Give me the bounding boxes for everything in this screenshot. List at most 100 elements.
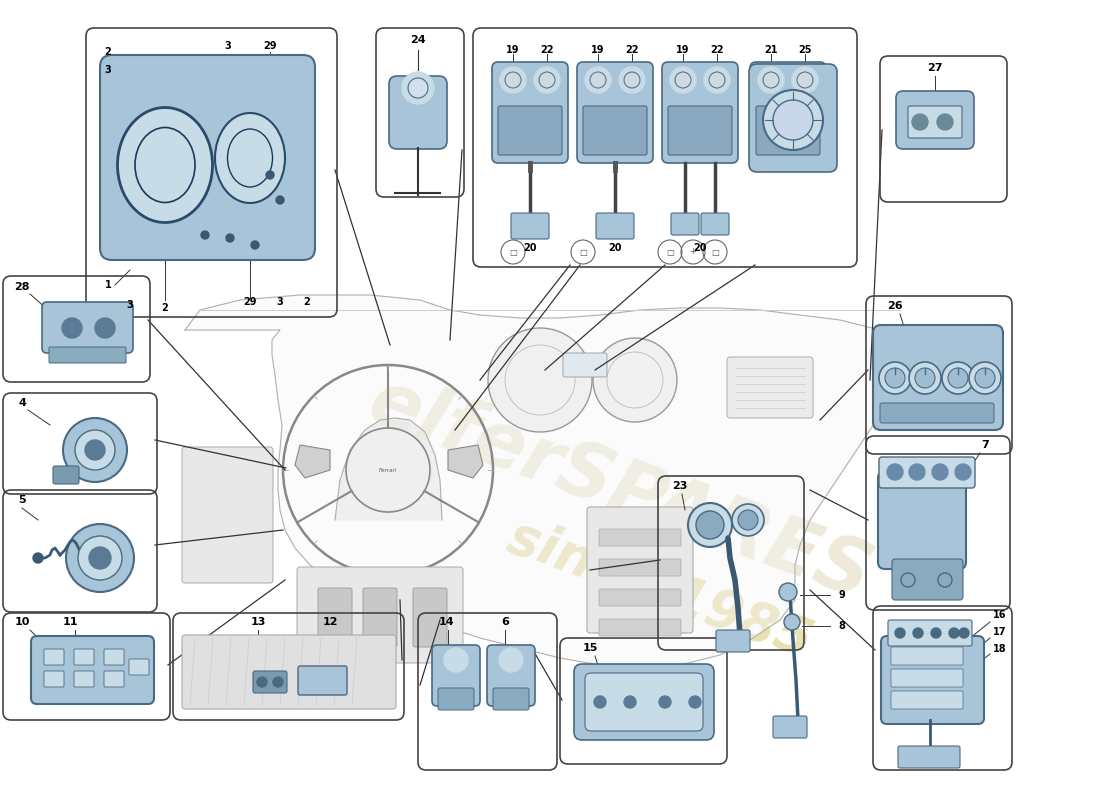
Circle shape	[402, 72, 434, 104]
FancyBboxPatch shape	[881, 636, 984, 724]
Circle shape	[738, 510, 758, 530]
FancyBboxPatch shape	[363, 588, 397, 647]
Circle shape	[63, 418, 126, 482]
Polygon shape	[336, 418, 442, 520]
Circle shape	[593, 338, 676, 422]
Circle shape	[444, 648, 468, 672]
Circle shape	[251, 241, 258, 249]
Ellipse shape	[214, 113, 285, 203]
Text: 11: 11	[63, 617, 78, 627]
FancyBboxPatch shape	[100, 55, 315, 260]
Circle shape	[763, 72, 779, 88]
Text: 22: 22	[540, 45, 553, 55]
FancyBboxPatch shape	[492, 62, 568, 163]
Text: 28: 28	[14, 282, 30, 292]
FancyBboxPatch shape	[873, 325, 1003, 430]
FancyBboxPatch shape	[42, 302, 133, 353]
FancyBboxPatch shape	[31, 636, 154, 704]
Circle shape	[915, 368, 935, 388]
Circle shape	[887, 464, 903, 480]
Text: 20: 20	[608, 243, 622, 253]
Text: 15: 15	[582, 643, 597, 653]
Text: 19: 19	[676, 45, 690, 55]
FancyBboxPatch shape	[512, 213, 549, 239]
FancyBboxPatch shape	[749, 64, 837, 172]
Text: 19: 19	[592, 45, 605, 55]
Text: 22: 22	[711, 45, 724, 55]
FancyBboxPatch shape	[298, 666, 346, 695]
FancyBboxPatch shape	[596, 213, 634, 239]
Text: 29: 29	[243, 297, 256, 307]
Circle shape	[732, 504, 764, 536]
FancyBboxPatch shape	[879, 457, 975, 488]
Circle shape	[784, 614, 800, 630]
Circle shape	[675, 72, 691, 88]
FancyBboxPatch shape	[585, 673, 703, 731]
Text: 3: 3	[104, 65, 111, 75]
FancyBboxPatch shape	[493, 688, 529, 710]
Circle shape	[226, 234, 234, 242]
Circle shape	[266, 171, 274, 179]
FancyBboxPatch shape	[878, 471, 966, 569]
FancyBboxPatch shape	[104, 671, 124, 687]
Text: 2: 2	[104, 47, 111, 57]
Text: since 1985: since 1985	[502, 511, 818, 669]
FancyBboxPatch shape	[74, 649, 94, 665]
Circle shape	[488, 328, 592, 432]
Text: 20: 20	[693, 243, 706, 253]
Circle shape	[913, 628, 923, 638]
Circle shape	[95, 318, 116, 338]
FancyBboxPatch shape	[587, 507, 693, 633]
FancyBboxPatch shape	[600, 529, 681, 546]
Circle shape	[779, 583, 798, 601]
FancyBboxPatch shape	[182, 635, 396, 709]
Circle shape	[931, 628, 940, 638]
FancyBboxPatch shape	[888, 620, 972, 646]
Text: 24: 24	[410, 35, 426, 45]
FancyBboxPatch shape	[756, 106, 820, 155]
FancyBboxPatch shape	[880, 403, 994, 423]
Text: 3: 3	[224, 41, 231, 51]
FancyBboxPatch shape	[892, 559, 962, 600]
Circle shape	[758, 67, 784, 93]
Circle shape	[798, 72, 813, 88]
Circle shape	[624, 72, 640, 88]
Circle shape	[534, 67, 560, 93]
FancyBboxPatch shape	[574, 664, 714, 740]
Text: 9: 9	[838, 590, 846, 600]
Polygon shape	[185, 295, 910, 668]
FancyBboxPatch shape	[908, 106, 962, 138]
Text: 23: 23	[672, 481, 688, 491]
Circle shape	[624, 696, 636, 708]
Text: Ferrari: Ferrari	[378, 467, 397, 473]
FancyBboxPatch shape	[716, 630, 750, 652]
FancyBboxPatch shape	[583, 106, 647, 155]
Text: elferSPARES: elferSPARES	[359, 365, 881, 615]
Text: □: □	[509, 247, 517, 257]
Circle shape	[659, 696, 671, 708]
FancyBboxPatch shape	[432, 645, 480, 706]
Circle shape	[969, 362, 1001, 394]
Circle shape	[75, 430, 116, 470]
Circle shape	[955, 464, 971, 480]
Text: □: □	[579, 247, 587, 257]
FancyBboxPatch shape	[412, 588, 447, 647]
Circle shape	[688, 503, 732, 547]
FancyBboxPatch shape	[898, 746, 960, 768]
Circle shape	[201, 231, 209, 239]
Text: 3: 3	[126, 300, 133, 310]
Text: 14: 14	[439, 617, 454, 627]
Circle shape	[773, 100, 813, 140]
FancyBboxPatch shape	[50, 347, 127, 363]
Circle shape	[78, 536, 122, 580]
Circle shape	[696, 511, 724, 539]
Circle shape	[909, 362, 940, 394]
FancyBboxPatch shape	[297, 567, 463, 663]
FancyBboxPatch shape	[182, 447, 273, 583]
Circle shape	[619, 67, 645, 93]
Polygon shape	[448, 445, 483, 478]
Circle shape	[942, 362, 974, 394]
Text: □: □	[667, 247, 674, 257]
Text: 12: 12	[322, 617, 338, 627]
FancyBboxPatch shape	[104, 649, 124, 665]
